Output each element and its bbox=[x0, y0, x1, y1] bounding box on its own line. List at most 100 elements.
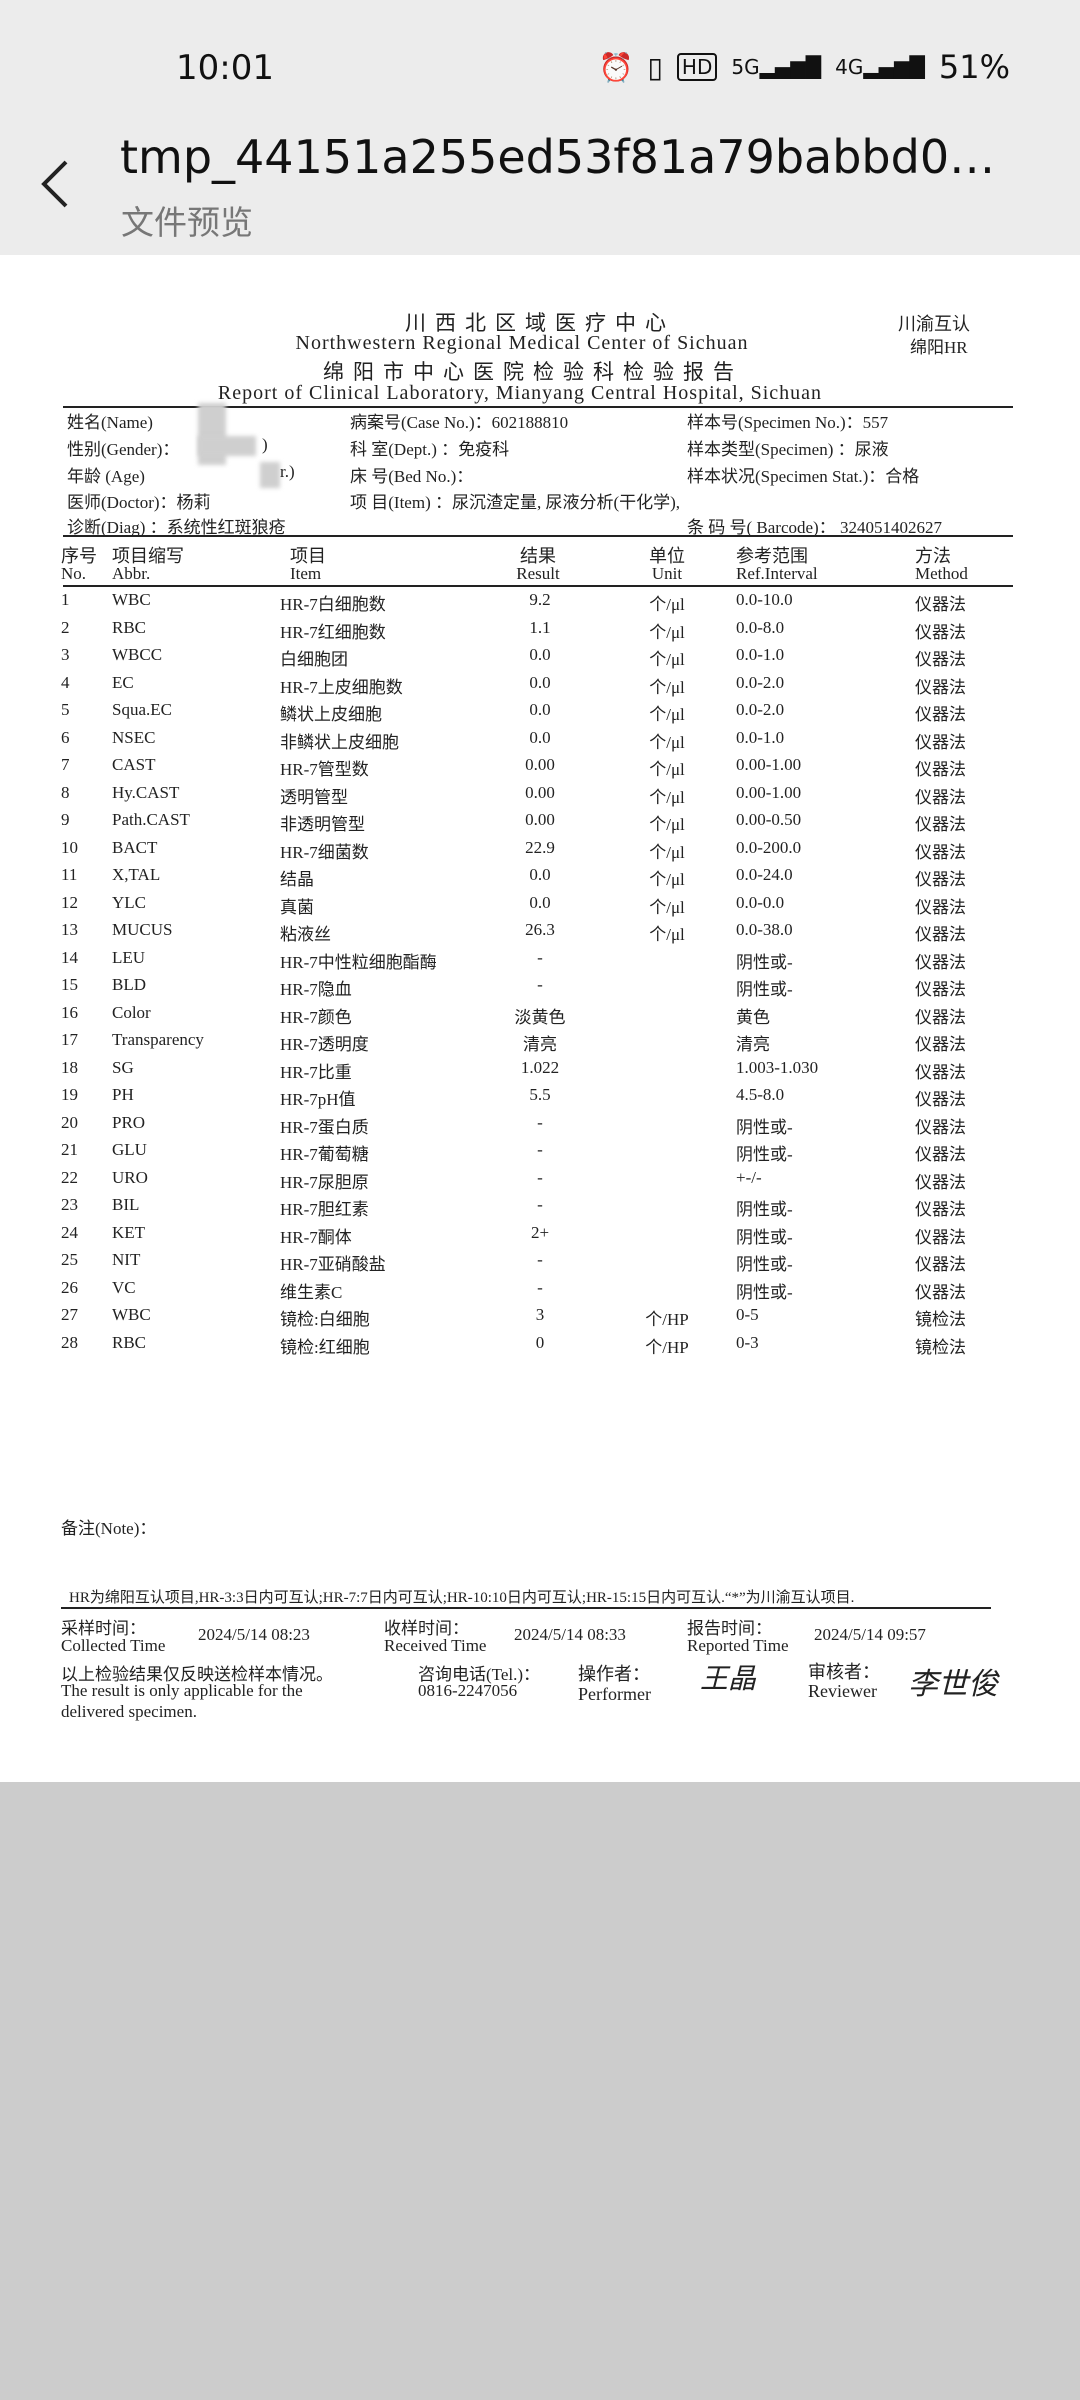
row-item: HR-7pH值 bbox=[280, 1090, 356, 1109]
row-method: 仪器法 bbox=[915, 1200, 966, 1219]
hr-note: HR为绵阳互认项目,HR-3:3日内可互认;HR-7:7日内可互认;HR-10:… bbox=[69, 1590, 855, 1606]
row-no: 22 bbox=[61, 1167, 78, 1187]
row-item: HR-7白细胞数 bbox=[280, 595, 386, 614]
row-ref-interval: 阴性或- bbox=[736, 1145, 793, 1164]
row-abbr: Color bbox=[112, 1002, 151, 1022]
alarm-icon: ⏰ bbox=[598, 50, 634, 84]
row-no: 28 bbox=[61, 1332, 78, 1352]
column-header-en: Unit bbox=[651, 564, 683, 583]
row-no: 20 bbox=[61, 1112, 78, 1132]
redacted-block bbox=[198, 436, 256, 456]
performer-label-cn: 操作者： bbox=[578, 1664, 650, 1684]
column-header-cn: 结果 bbox=[520, 546, 556, 566]
header-cn1: 川西北区域医疗中心 bbox=[405, 311, 675, 335]
row-no: 11 bbox=[61, 865, 78, 884]
row-result: 0.0 bbox=[529, 892, 551, 912]
row-no: 8 bbox=[61, 782, 70, 802]
row-unit: 个/μl bbox=[649, 870, 685, 889]
row-abbr: BACT bbox=[112, 837, 158, 857]
row-ref-interval: 0.0-10.0 bbox=[736, 590, 793, 609]
5g-signal-icon: 5G▂▄▆█ bbox=[731, 55, 822, 79]
row-ref-interval: 阴性或- bbox=[736, 1200, 793, 1219]
reviewer-signature: 李世俊 bbox=[908, 1668, 998, 1701]
status-bar: 10:01 ⏰ ▯ HD 5G▂▄▆█ 4G▂▄▆█ 51% bbox=[0, 0, 1080, 130]
row-item: HR-7隐血 bbox=[280, 980, 352, 999]
row-no: 4 bbox=[61, 672, 70, 692]
received-label-cn: 收样时间： bbox=[384, 1619, 469, 1638]
row-ref-interval: 0.0-200.0 bbox=[736, 837, 802, 857]
row-no: 14 bbox=[61, 947, 78, 967]
row-method: 仪器法 bbox=[915, 842, 966, 862]
row-item: HR-7葡萄糖 bbox=[280, 1145, 369, 1164]
row-abbr: Path.CAST bbox=[112, 810, 190, 829]
row-method: 仪器法 bbox=[915, 1035, 966, 1054]
row-no: 24 bbox=[61, 1222, 78, 1242]
row-result: 2+ bbox=[530, 1222, 550, 1242]
collected-label-en: Collected Time bbox=[61, 1636, 166, 1655]
row-method: 仪器法 bbox=[915, 705, 966, 724]
row-abbr: GLU bbox=[112, 1140, 147, 1159]
row-ref-interval: 0.0-38.0 bbox=[736, 920, 793, 939]
row-method: 镜检法 bbox=[915, 1310, 966, 1329]
redacted-block bbox=[260, 462, 280, 488]
row-ref-interval: 阴性或- bbox=[736, 1282, 793, 1302]
row-unit: 个/μl bbox=[649, 842, 685, 862]
disclaimer-en-1: The result is only applicable for the bbox=[61, 1681, 303, 1700]
app-bar: tmp_44151a255ed53f81a79babbd0… 文件预览 bbox=[0, 130, 1080, 255]
row-no: 3 bbox=[61, 645, 70, 664]
row-item: 粘液丝 bbox=[280, 925, 331, 944]
performer-signature: 王晶 bbox=[700, 1664, 757, 1695]
row-abbr: VC bbox=[112, 1277, 136, 1297]
received-label-en: Received Time bbox=[384, 1636, 487, 1655]
divider bbox=[63, 535, 1013, 537]
row-ref-interval: 0.0-8.0 bbox=[736, 617, 785, 637]
row-ref-interval: 阴性或- bbox=[736, 1227, 793, 1247]
reviewer-label-cn: 审核者： bbox=[808, 1662, 880, 1682]
status-time: 10:01 bbox=[176, 48, 274, 88]
row-abbr: KET bbox=[112, 1222, 146, 1242]
4g-signal-icon: 4G▂▄▆█ bbox=[835, 55, 925, 79]
column-header-cn: 项目 bbox=[290, 546, 326, 566]
row-method: 仪器法 bbox=[915, 815, 966, 834]
row-item: 镜检:白细胞 bbox=[280, 1310, 370, 1329]
report-document: 川西北区域医疗中心 Northwestern Regional Medical … bbox=[0, 255, 1080, 1782]
row-ref-interval: 黄色 bbox=[736, 1007, 770, 1027]
row-no: 26 bbox=[61, 1277, 78, 1297]
row-result: 0.0 bbox=[529, 727, 551, 747]
row-no: 27 bbox=[61, 1305, 78, 1324]
gender-tail: ) bbox=[262, 435, 268, 454]
row-unit: 个/μl bbox=[649, 622, 685, 642]
row-no: 15 bbox=[61, 975, 78, 994]
row-ref-interval: 0.00-1.00 bbox=[736, 755, 802, 774]
back-arrow-icon[interactable] bbox=[36, 154, 76, 214]
tel-label: 咨询电话(Tel.)： bbox=[418, 1665, 541, 1684]
row-result: 0.00 bbox=[525, 755, 555, 774]
row-no: 9 bbox=[61, 810, 70, 829]
row-item: 真菌 bbox=[280, 897, 314, 917]
row-method: 仪器法 bbox=[915, 760, 966, 779]
row-unit: 个/μl bbox=[649, 925, 685, 944]
row-result: - bbox=[537, 975, 543, 994]
column-header-en: Abbr. bbox=[112, 564, 151, 583]
row-no: 18 bbox=[61, 1057, 78, 1077]
collected-label-cn: 采样时间： bbox=[61, 1619, 146, 1638]
row-abbr: WBC bbox=[112, 1305, 151, 1324]
row-unit: 个/μl bbox=[649, 760, 685, 779]
row-no: 10 bbox=[61, 837, 78, 857]
header-en2: Report of Clinical Laboratory, Mianyang … bbox=[217, 382, 823, 404]
row-result: 0.0 bbox=[529, 865, 551, 884]
specimen-status: 样本状况(Specimen Stat.)：合格 bbox=[687, 467, 920, 486]
row-item: HR-7中性粒细胞酯酶 bbox=[280, 952, 437, 972]
row-result: 9.2 bbox=[529, 590, 551, 609]
divider bbox=[61, 1607, 991, 1609]
row-abbr: YLC bbox=[112, 892, 146, 912]
row-result: 0.00 bbox=[525, 810, 555, 829]
row-ref-interval: 0.00-0.50 bbox=[736, 810, 802, 829]
row-no: 23 bbox=[61, 1195, 78, 1214]
row-method: 仪器法 bbox=[915, 952, 966, 972]
row-abbr: Transparency bbox=[112, 1030, 204, 1049]
row-unit: 个/μl bbox=[649, 705, 685, 724]
age-label: 年龄 (Age) bbox=[67, 467, 145, 486]
row-ref-interval: 阴性或- bbox=[736, 1255, 793, 1274]
test-item: 项 目(Item) ：尿沉渣定量, 尿液分析(干化学), bbox=[350, 493, 681, 512]
